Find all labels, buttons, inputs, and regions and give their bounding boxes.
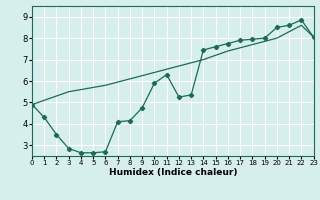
- X-axis label: Humidex (Indice chaleur): Humidex (Indice chaleur): [108, 168, 237, 177]
